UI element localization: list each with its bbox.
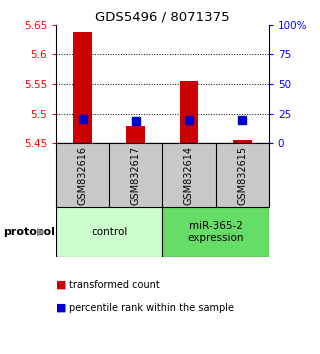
Title: GDS5496 / 8071375: GDS5496 / 8071375 bbox=[95, 11, 230, 24]
Bar bbox=[163, 207, 269, 257]
Text: miR-365-2
expression: miR-365-2 expression bbox=[187, 221, 244, 243]
Bar bbox=[126, 126, 145, 143]
Bar bbox=[180, 81, 198, 143]
Text: ▶: ▶ bbox=[37, 227, 45, 237]
Bar bbox=[73, 32, 92, 143]
Text: GSM832614: GSM832614 bbox=[184, 146, 194, 205]
Text: GSM832617: GSM832617 bbox=[131, 145, 141, 205]
Text: transformed count: transformed count bbox=[69, 280, 160, 290]
Text: GSM832616: GSM832616 bbox=[77, 146, 88, 205]
Text: ■: ■ bbox=[56, 280, 67, 290]
Text: ■: ■ bbox=[56, 303, 67, 313]
Bar bbox=[233, 141, 252, 143]
Text: percentile rank within the sample: percentile rank within the sample bbox=[69, 303, 234, 313]
Bar bbox=[56, 207, 163, 257]
Text: protocol: protocol bbox=[3, 227, 55, 237]
Text: GSM832615: GSM832615 bbox=[237, 145, 247, 205]
Text: control: control bbox=[91, 227, 127, 237]
